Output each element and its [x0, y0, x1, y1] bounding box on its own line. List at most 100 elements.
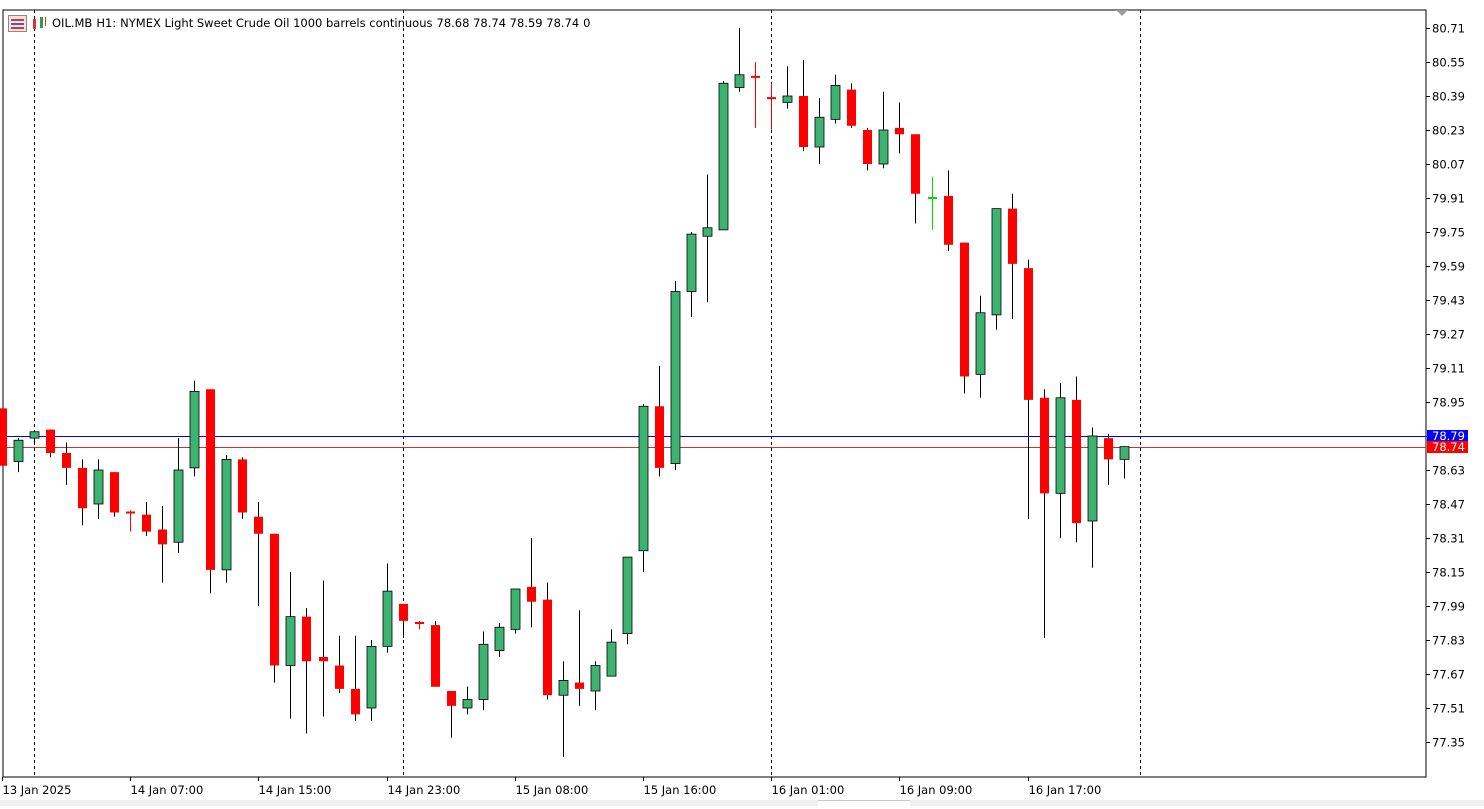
candle[interactable] — [382, 563, 393, 653]
candle[interactable] — [975, 295, 986, 398]
candle[interactable] — [173, 438, 184, 553]
candle-body — [62, 453, 71, 468]
candle[interactable] — [1104, 433, 1113, 485]
candle[interactable] — [782, 66, 793, 109]
candle[interactable] — [189, 380, 200, 477]
candle[interactable] — [575, 610, 584, 706]
candle-body — [270, 533, 279, 666]
candle[interactable] — [62, 442, 71, 485]
candle[interactable] — [686, 232, 697, 317]
candle[interactable] — [1055, 382, 1066, 538]
candle-body — [670, 291, 681, 465]
candle[interactable] — [928, 176, 937, 230]
symbol-description: NYMEX Light Sweet Crude Oil 1000 barrels… — [120, 16, 433, 30]
candle[interactable] — [285, 572, 296, 719]
candle[interactable] — [847, 83, 856, 128]
chart-shift-marker[interactable] — [1116, 10, 1128, 16]
candle[interactable] — [510, 588, 521, 634]
candle[interactable] — [543, 582, 552, 700]
candle[interactable] — [1040, 389, 1049, 638]
candle[interactable] — [878, 91, 889, 169]
candle[interactable] — [702, 174, 713, 303]
candle[interactable] — [830, 74, 841, 124]
candle[interactable] — [13, 438, 24, 473]
price-tick-label: 79.43 — [1432, 294, 1465, 308]
time-tick-label: 16 Jan 01:00 — [772, 783, 845, 797]
chart-menu-icon[interactable] — [8, 14, 27, 32]
candle[interactable] — [462, 686, 473, 715]
candle[interactable] — [590, 661, 601, 711]
symbol-label: OIL.MB — [52, 16, 93, 30]
candle[interactable] — [319, 580, 328, 717]
candle[interactable] — [944, 170, 953, 252]
candle[interactable] — [351, 635, 360, 721]
candle[interactable] — [606, 629, 617, 677]
candle[interactable] — [527, 538, 536, 628]
candle[interactable] — [655, 365, 664, 477]
candle[interactable] — [238, 457, 247, 519]
price-tick-label: 80.07 — [1432, 158, 1465, 172]
candle[interactable] — [399, 603, 408, 638]
candle[interactable] — [478, 631, 489, 711]
candle-body — [46, 429, 55, 453]
time-tick-label: 13 Jan 2025 — [3, 783, 72, 797]
candle[interactable] — [767, 83, 776, 130]
candle-body — [1040, 397, 1049, 494]
candle[interactable] — [1119, 446, 1130, 479]
candle[interactable] — [302, 608, 311, 734]
price-tick-label: 77.51 — [1432, 702, 1465, 716]
candle[interactable] — [29, 431, 40, 443]
candle[interactable] — [93, 459, 104, 519]
candle[interactable] — [494, 623, 505, 657]
candle[interactable] — [447, 691, 456, 738]
candle-body — [189, 390, 200, 469]
candle-body — [110, 472, 119, 513]
candle-body — [382, 590, 393, 647]
price-tick-label: 80.23 — [1432, 124, 1465, 138]
candle[interactable] — [558, 661, 569, 757]
candle[interactable] — [142, 501, 151, 536]
candle[interactable] — [46, 429, 55, 458]
chart-header: OIL.MB H1: NYMEX Light Sweet Crude Oil 10… — [8, 14, 591, 32]
candle-body — [1119, 446, 1130, 460]
candle-body — [606, 641, 617, 677]
chart-tab[interactable] — [818, 800, 910, 807]
candle[interactable] — [431, 620, 440, 687]
candle[interactable] — [366, 640, 377, 721]
candle-body — [975, 312, 986, 375]
candle[interactable] — [1072, 376, 1081, 543]
candle[interactable] — [863, 127, 872, 171]
candlestick-icon[interactable] — [31, 16, 48, 31]
candle[interactable] — [814, 98, 825, 164]
candle[interactable] — [991, 208, 1002, 330]
candle[interactable] — [126, 510, 135, 532]
candle[interactable] — [751, 62, 760, 128]
candle-body — [991, 208, 1002, 316]
candle[interactable] — [734, 28, 745, 92]
candle[interactable] — [335, 635, 344, 694]
candle[interactable] — [799, 59, 808, 152]
candle[interactable] — [895, 102, 904, 154]
candle[interactable] — [1008, 193, 1017, 320]
candle[interactable] — [960, 242, 969, 394]
candle[interactable] — [1024, 259, 1033, 519]
candle[interactable] — [78, 459, 87, 526]
candle[interactable] — [221, 455, 232, 583]
candle[interactable] — [622, 556, 633, 645]
candle[interactable] — [415, 620, 424, 630]
candle[interactable] — [638, 404, 649, 572]
candle-body — [462, 699, 473, 709]
candle[interactable] — [1087, 427, 1098, 568]
candle[interactable] — [911, 134, 920, 224]
candle[interactable] — [670, 280, 681, 470]
candle[interactable] — [254, 501, 263, 606]
candle[interactable] — [206, 389, 215, 594]
candle-body — [302, 616, 311, 662]
candle[interactable] — [0, 408, 7, 466]
candle[interactable] — [110, 472, 119, 517]
candle[interactable] — [270, 533, 279, 683]
candle[interactable] — [158, 506, 167, 583]
candle[interactable] — [718, 81, 729, 231]
